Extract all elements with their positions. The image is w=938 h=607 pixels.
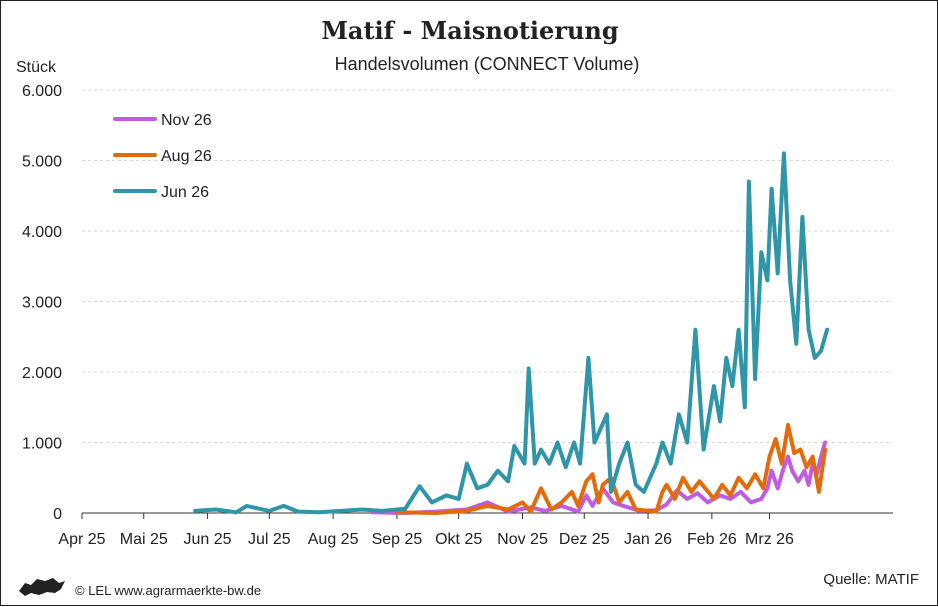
chart-subtitle: Handelsvolumen (CONNECT Volume) [335,54,640,74]
legend-label: Nov 26 [161,112,212,129]
y-tick-label: 6.000 [22,83,62,100]
x-tick-label: Jun 25 [184,531,232,548]
legend: Nov 26 Aug 26 Jun 26 [113,112,212,201]
y-tick-label: 0 [53,506,62,523]
legend-label: Jun 26 [161,184,209,201]
series-line [193,151,830,515]
x-tick-label: Jul 25 [248,531,291,548]
source-text: Quelle: MATIF [823,571,919,588]
footer-logo [19,578,65,596]
x-tick-label: Aug 25 [308,531,359,548]
y-tick-label: 1.000 [22,436,62,453]
x-tick-label: Jan 26 [624,531,672,548]
y-tick-label: 5.000 [22,154,62,171]
copyright-text: © LEL www.agrarmaerkte-bw.de [75,583,261,598]
legend-label: Aug 26 [161,148,212,165]
y-axis-ticks: 0 1.000 2.000 3.000 4.000 5.000 6.000 [22,83,62,523]
x-tick-label: Dez 25 [559,531,610,548]
y-tick-label: 3.000 [22,295,62,312]
y-axis-label: Stück [16,59,57,76]
series-line [394,422,828,515]
lion-logo-icon [19,578,65,596]
x-tick-label: Okt 25 [435,531,482,548]
y-tick-label: 4.000 [22,224,62,241]
chart-title: Matif - Maisnotierung [321,16,619,45]
gridlines [82,89,893,443]
series-lines [193,151,830,515]
x-tick-label: Apr 25 [58,531,105,548]
y-tick-label: 2.000 [22,365,62,382]
x-tick-label: Nov 25 [497,531,548,548]
x-axis-ticks: Apr 25 Mai 25 Jun 25 Jul 25 Aug 25 Sep 25 Okt … [58,513,794,548]
x-tick-label: Feb 26 [687,531,737,548]
x-tick-label: Mai 25 [120,531,168,548]
x-tick-label: Sep 25 [372,531,423,548]
x-tick-label: Mrz 26 [745,531,794,548]
series-line [370,440,828,515]
